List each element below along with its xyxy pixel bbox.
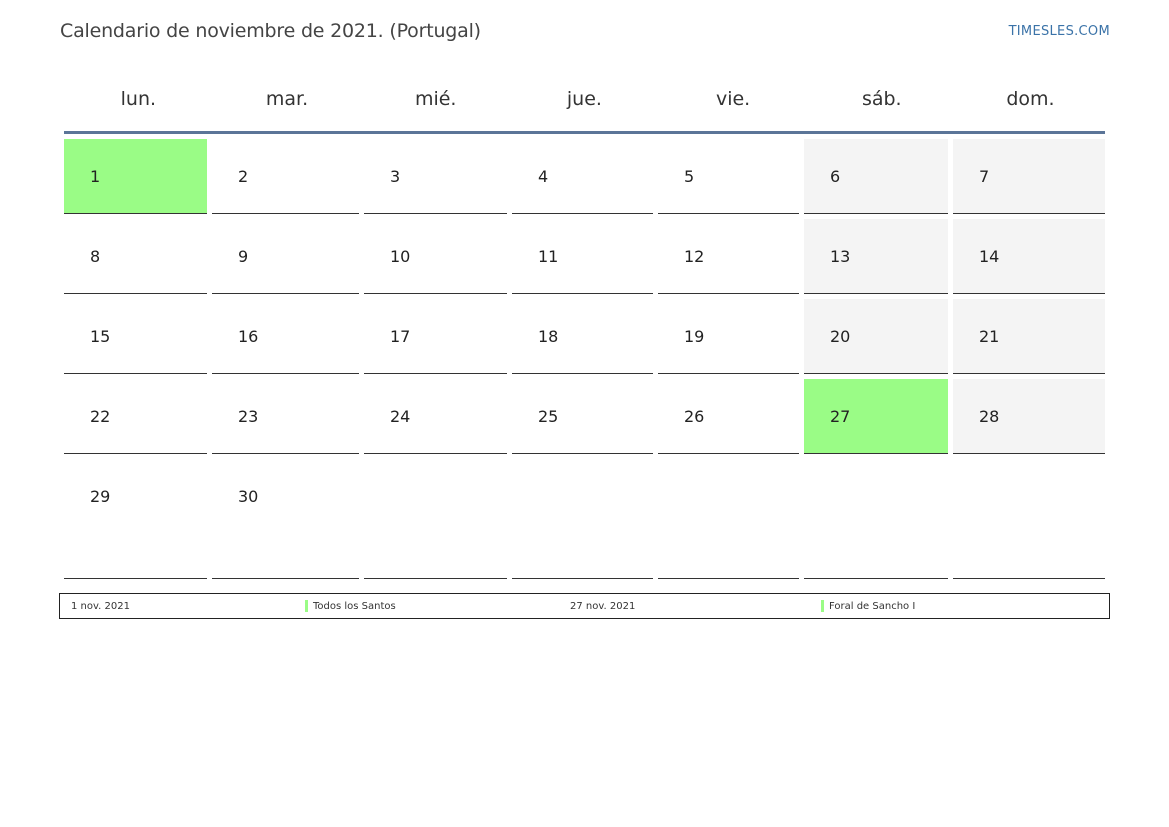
day-number: 20 [830,327,851,346]
day-cell[interactable]: 26 [658,379,799,454]
day-number: 21 [979,327,1000,346]
day-cell[interactable]: 25 [512,379,653,454]
day-number: 13 [830,247,851,266]
day-number: 19 [684,327,705,346]
day-number: 6 [830,167,841,186]
day-cell[interactable]: 21 [953,299,1105,374]
empty-day-cell [512,459,653,579]
day-cell[interactable]: 29 [64,459,207,579]
day-number: 23 [238,407,259,426]
weekday-label: mar. [265,88,309,110]
day-cell[interactable]: 22 [64,379,207,454]
week-row: 29 30 [64,459,1105,584]
empty-day-cell [804,459,948,579]
day-number: 12 [684,247,705,266]
day-cell[interactable]: 11 [512,219,653,294]
day-number: 14 [979,247,1000,266]
weeks-container: 1 2 3 4 5 6 7 8 9 10 11 12 13 14 15 16 17 18 19 20 21 22 23 24 2… [64,139,1105,584]
day-number: 18 [538,327,559,346]
weekday-label: sáb. [861,88,902,110]
site-link[interactable]: TIMESLES.COM [1008,24,1110,39]
weekday-label: dom. [1006,88,1055,110]
day-number: 3 [390,167,401,186]
week-row: 15 16 17 18 19 20 21 [64,299,1105,379]
holiday-color-marker [821,600,824,612]
day-number: 29 [90,487,111,506]
day-cell[interactable]: 6 [804,139,948,214]
day-cell[interactable]: 28 [953,379,1105,454]
day-cell[interactable]: 12 [658,219,799,294]
day-number: 27 [830,407,851,426]
day-cell[interactable]: 4 [512,139,653,214]
day-number: 26 [684,407,705,426]
day-number: 7 [979,167,990,186]
weekday-header: lun. mar. mié. jue. vie. sáb. dom. [64,80,1105,134]
day-cell[interactable]: 18 [512,299,653,374]
day-cell[interactable]: 5 [658,139,799,214]
day-cell[interactable]: 19 [658,299,799,374]
holiday-color-marker [305,600,308,612]
legend-date: 1 nov. 2021 [71,601,130,612]
day-number: 1 [90,167,101,186]
page-title: Calendario de noviembre de 2021. (Portug… [60,20,481,42]
weekday-label: jue. [566,88,602,110]
weekday-label: mié. [414,88,457,110]
holiday-legend: 1 nov. 2021 Todos los Santos 27 nov. 202… [59,593,1110,619]
legend-holiday-name: Foral de Sancho I [829,601,916,612]
day-cell[interactable]: 20 [804,299,948,374]
day-number: 16 [238,327,259,346]
day-cell[interactable]: 9 [212,219,359,294]
day-number: 5 [684,167,695,186]
week-row: 8 9 10 11 12 13 14 [64,219,1105,299]
day-number: 10 [390,247,411,266]
weekday-label: lun. [120,88,157,110]
weekday-label: vie. [715,88,751,110]
day-number: 4 [538,167,549,186]
day-number: 25 [538,407,559,426]
day-cell[interactable]: 14 [953,219,1105,294]
day-cell[interactable]: 30 [212,459,359,579]
day-number: 28 [979,407,1000,426]
day-number: 11 [538,247,559,266]
day-cell[interactable]: 10 [364,219,507,294]
holiday-day-cell[interactable]: 27 [804,379,948,454]
day-cell[interactable]: 17 [364,299,507,374]
day-cell[interactable]: 23 [212,379,359,454]
day-number: 8 [90,247,101,266]
day-cell[interactable]: 2 [212,139,359,214]
holiday-day-cell[interactable]: 1 [64,139,207,214]
day-cell[interactable]: 7 [953,139,1105,214]
day-cell[interactable]: 3 [364,139,507,214]
day-cell[interactable]: 8 [64,219,207,294]
week-row: 1 2 3 4 5 6 7 [64,139,1105,219]
day-number: 30 [238,487,259,506]
day-number: 24 [390,407,411,426]
day-number: 15 [90,327,111,346]
day-number: 9 [238,247,249,266]
day-cell[interactable]: 13 [804,219,948,294]
legend-holiday-name: Todos los Santos [313,601,396,612]
week-row: 22 23 24 25 26 27 28 [64,379,1105,459]
empty-day-cell [953,459,1105,579]
legend-date: 27 nov. 2021 [570,601,636,612]
empty-day-cell [658,459,799,579]
day-number: 17 [390,327,411,346]
day-cell[interactable]: 24 [364,379,507,454]
day-number: 2 [238,167,249,186]
empty-day-cell [364,459,507,579]
day-number: 22 [90,407,111,426]
day-cell[interactable]: 15 [64,299,207,374]
day-cell[interactable]: 16 [212,299,359,374]
